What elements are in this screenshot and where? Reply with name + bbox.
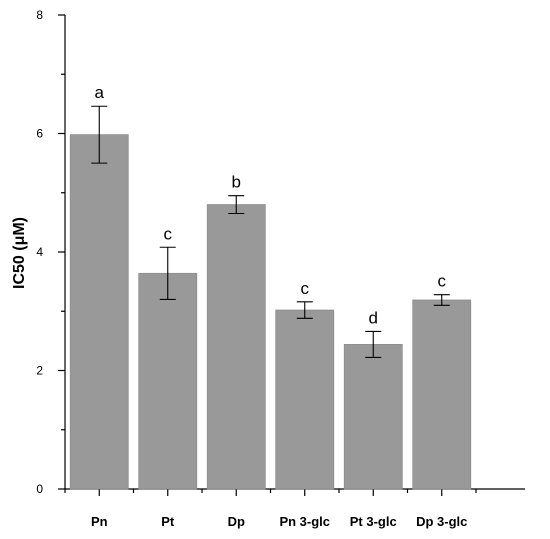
significance-label: c: [164, 224, 173, 243]
y-axis-title: IC50 (μM): [11, 217, 28, 289]
y-tick-label: 4: [36, 245, 43, 259]
x-tick-label: Dp: [228, 514, 245, 529]
significance-label: c: [438, 272, 447, 291]
y-tick-label: 6: [36, 127, 43, 141]
x-tick-label: Pn: [91, 514, 108, 529]
x-tick-label: Pt: [161, 514, 175, 529]
bar: [343, 344, 403, 490]
x-tick-label: Pn 3-glc: [279, 514, 330, 529]
y-tick-label: 0: [36, 482, 43, 496]
bar: [275, 309, 335, 490]
x-tick-label: Pt 3-glc: [350, 514, 397, 529]
x-tick-label: Dp 3-glc: [416, 514, 467, 529]
y-axis: 0 2 4 6 8: [36, 8, 66, 496]
bars: a c b c d c: [69, 83, 472, 490]
x-axis: Pn Pt Dp Pn 3-glc Pt 3-glc Dp 3-glc: [64, 488, 525, 529]
bar: [206, 204, 266, 490]
bar: [69, 134, 129, 490]
bar: [138, 272, 198, 490]
significance-label: c: [301, 279, 310, 298]
significance-label: d: [369, 308, 378, 327]
bar: [412, 299, 472, 490]
significance-label: b: [232, 173, 241, 192]
y-tick-label: 8: [36, 8, 43, 22]
y-tick-label: 2: [36, 364, 43, 378]
significance-label: a: [95, 83, 105, 102]
